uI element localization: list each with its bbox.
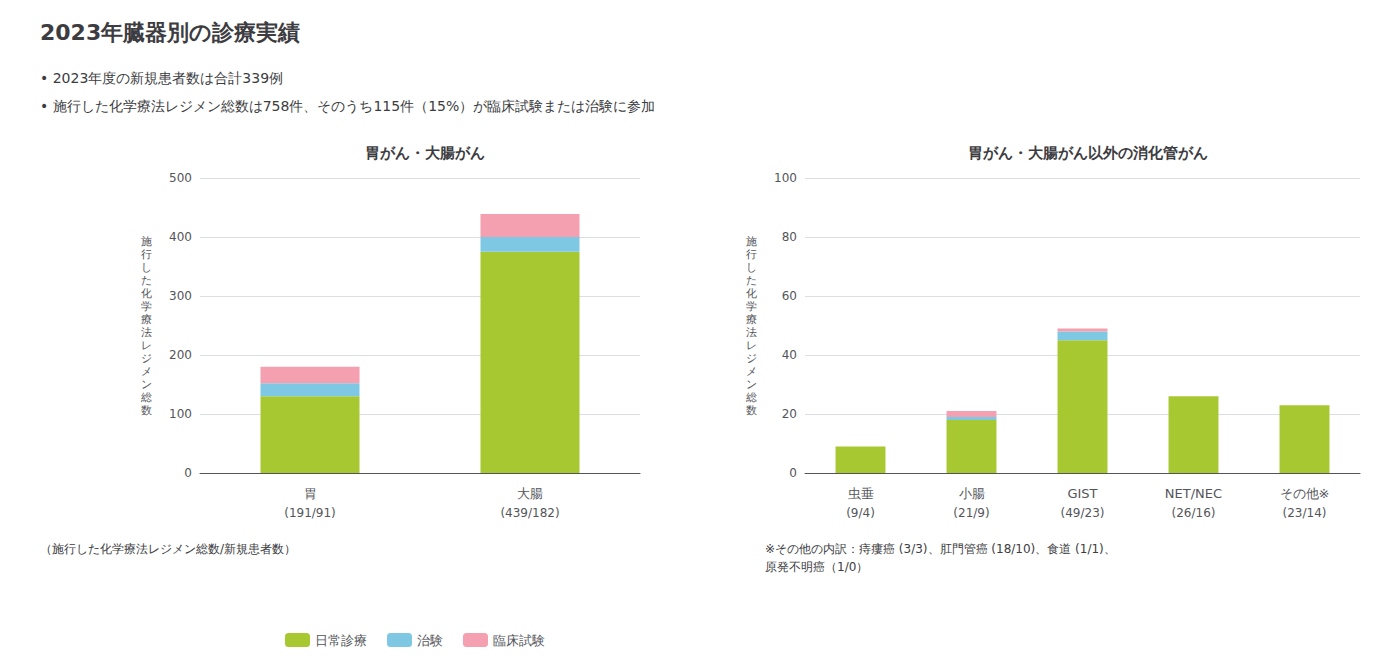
svg-text:0: 0 [184,466,192,480]
svg-text:総: 総 [140,391,152,404]
svg-text:ジ: ジ [141,352,152,365]
svg-text:原発不明癌（1/0）: 原発不明癌（1/0） [765,560,868,574]
svg-text:(49/23): (49/23) [1061,506,1105,520]
svg-text:総: 総 [745,391,757,404]
svg-text:(191/91): (191/91) [284,506,336,520]
svg-text:NET/NEC: NET/NEC [1165,486,1222,501]
svg-text:た: た [141,274,152,287]
svg-text:(9/4): (9/4) [846,506,875,520]
svg-text:(26/16): (26/16) [1172,506,1216,520]
svg-text:し: し [141,261,152,274]
svg-text:※その他の内訳：痔瘻癌 (3/3)、肛門管癌 (18/10): ※その他の内訳：痔瘻癌 (3/3)、肛門管癌 (18/10)、食道 (1/1)、 [765,542,1116,556]
svg-text:法: 法 [141,326,152,339]
svg-text:(439/182): (439/182) [500,506,559,520]
svg-text:行: 行 [746,248,757,261]
svg-text:200: 200 [169,348,192,362]
svg-text:60: 60 [782,289,797,303]
svg-text:虫垂: 虫垂 [848,486,874,501]
svg-text:大腸: 大腸 [517,486,543,501]
svg-text:その他※: その他※ [1280,486,1330,501]
svg-text:• 2023年度の新規患者数は合計339例: • 2023年度の新規患者数は合計339例 [40,70,283,86]
svg-text:臨床試験: 臨床試験 [493,633,545,648]
svg-text:(23/14): (23/14) [1283,506,1327,520]
svg-text:胃がん・大腸がん: 胃がん・大腸がん [365,144,485,162]
svg-text:数: 数 [746,404,757,417]
svg-text:ン: ン [141,378,152,391]
svg-text:メ: メ [141,365,152,378]
svg-text:治験: 治験 [417,633,443,648]
svg-text:行: 行 [141,248,152,261]
svg-text:300: 300 [169,289,192,303]
svg-text:小腸: 小腸 [959,486,985,501]
svg-text:80: 80 [782,230,797,244]
svg-text:化: 化 [746,287,757,300]
svg-text:学: 学 [746,300,757,313]
svg-text:施: 施 [141,235,152,248]
svg-text:施: 施 [746,235,757,248]
svg-text:2023年臓器別の診療実績: 2023年臓器別の診療実績 [40,20,300,45]
svg-text:胃がん・大腸がん以外の消化管がん: 胃がん・大腸がん以外の消化管がん [968,144,1208,162]
svg-text:療: 療 [746,313,757,326]
svg-text:20: 20 [782,407,797,421]
svg-text:（施行した化学療法レジメン総数/新規患者数）: （施行した化学療法レジメン総数/新規患者数） [40,542,296,556]
svg-text:胃: 胃 [304,486,317,501]
svg-text:法: 法 [746,326,757,339]
svg-text:• 施行した化学療法レジメン総数は758件、そのうち115件: • 施行した化学療法レジメン総数は758件、そのうち115件（15%）が臨床試験… [40,98,655,114]
svg-text:100: 100 [774,171,797,185]
svg-text:メ: メ [746,365,757,378]
svg-text:レ: レ [746,339,757,352]
svg-text:0: 0 [789,466,797,480]
svg-text:40: 40 [782,348,797,362]
svg-text:(21/9): (21/9) [953,506,989,520]
svg-text:400: 400 [169,230,192,244]
svg-text:GIST: GIST [1067,486,1097,501]
svg-text:ジ: ジ [746,352,757,365]
svg-text:数: 数 [141,404,152,417]
svg-text:ン: ン [746,378,757,391]
svg-text:学: 学 [141,300,152,313]
svg-text:し: し [746,261,757,274]
svg-text:100: 100 [169,407,192,421]
svg-text:500: 500 [169,171,192,185]
svg-text:日常診療: 日常診療 [315,633,367,648]
svg-text:レ: レ [141,339,152,352]
svg-text:化: 化 [141,287,152,300]
svg-text:た: た [746,274,757,287]
svg-text:療: 療 [141,313,152,326]
